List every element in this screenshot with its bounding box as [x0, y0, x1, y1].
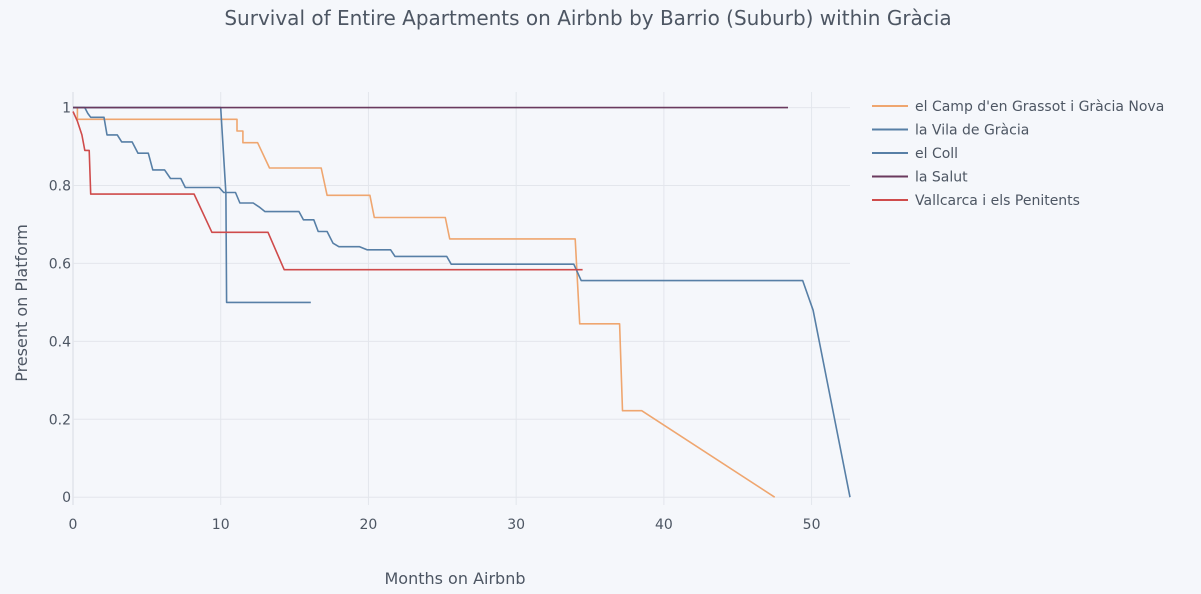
y-tick-label: 0.2: [49, 412, 71, 428]
x-axis-ticks: 0 10 20 30 40 50: [69, 517, 821, 533]
y-axis-label: Present on Platform: [12, 224, 31, 382]
x-axis-label: Months on Airbnb: [384, 569, 525, 588]
x-tick-label: 50: [803, 517, 821, 533]
y-tick-label: 0.8: [49, 179, 71, 195]
y-axis-ticks: 0 0.2 0.4 0.6 0.8 1: [49, 101, 71, 507]
series-line: [72, 111, 583, 271]
x-tick-label: 20: [360, 517, 378, 533]
series-line: [73, 106, 311, 304]
x-tick-label: 40: [655, 517, 673, 533]
legend-label: el Coll: [915, 146, 958, 162]
y-tick-label: 0: [62, 490, 71, 506]
y-tick-label: 1: [62, 101, 71, 117]
y-tick-label: 0.6: [49, 256, 71, 272]
legend-label: la Salut: [915, 170, 968, 186]
legend-label: Vallcarca i els Penitents: [915, 193, 1080, 209]
x-tick-label: 30: [507, 517, 525, 533]
x-tick-label: 10: [212, 517, 230, 533]
legend-label: la Vila de Gràcia: [915, 123, 1029, 139]
chart-title: Survival of Entire Apartments on Airbnb …: [224, 6, 951, 30]
legend: el Camp d'en Grassot i Gràcia Nova la Vil…: [872, 99, 1164, 209]
gridlines: [72, 92, 850, 505]
series-line: [73, 106, 851, 498]
series-line: [73, 106, 776, 498]
y-tick-label: 0.4: [49, 334, 71, 350]
series-lines: [72, 106, 851, 498]
legend-label: el Camp d'en Grassot i Gràcia Nova: [915, 99, 1164, 115]
x-tick-label: 0: [69, 517, 78, 533]
